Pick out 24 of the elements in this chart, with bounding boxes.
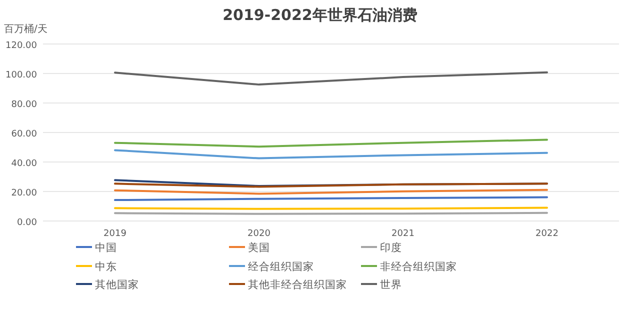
x-tick-label: 2021 xyxy=(392,229,414,239)
line-series xyxy=(114,149,548,160)
y-tick-label: 20.00 xyxy=(11,188,38,198)
legend-label: 其他非经合组织国家 xyxy=(248,278,347,291)
y-tick-label: 120.00 xyxy=(6,41,38,51)
y-tick-label: 80.00 xyxy=(11,100,38,110)
legend-label: 非经合组织国家 xyxy=(380,260,457,273)
legend-label: 经合组织国家 xyxy=(248,260,314,273)
x-tick-label: 2019 xyxy=(104,229,127,239)
line-series xyxy=(114,71,548,86)
y-tick-label: 100.00 xyxy=(6,70,38,80)
chart-title: 2019-2022年世界石油消费 xyxy=(222,6,418,24)
x-tick-label: 2020 xyxy=(248,229,271,239)
legend-label: 印度 xyxy=(380,241,402,254)
x-tick-label: 2022 xyxy=(536,229,558,239)
legend-label: 中国 xyxy=(95,241,117,254)
legend-label: 其他国家 xyxy=(95,278,139,291)
y-axis-title: 百万桶/天 xyxy=(4,23,48,35)
legend-label: 中东 xyxy=(95,260,117,273)
y-tick-label: 60.00 xyxy=(11,130,38,140)
legend-label: 世界 xyxy=(380,278,402,291)
legend-label: 美国 xyxy=(248,241,270,254)
y-tick-label: 0.00 xyxy=(16,218,38,228)
y-tick-label: 40.00 xyxy=(11,159,38,169)
